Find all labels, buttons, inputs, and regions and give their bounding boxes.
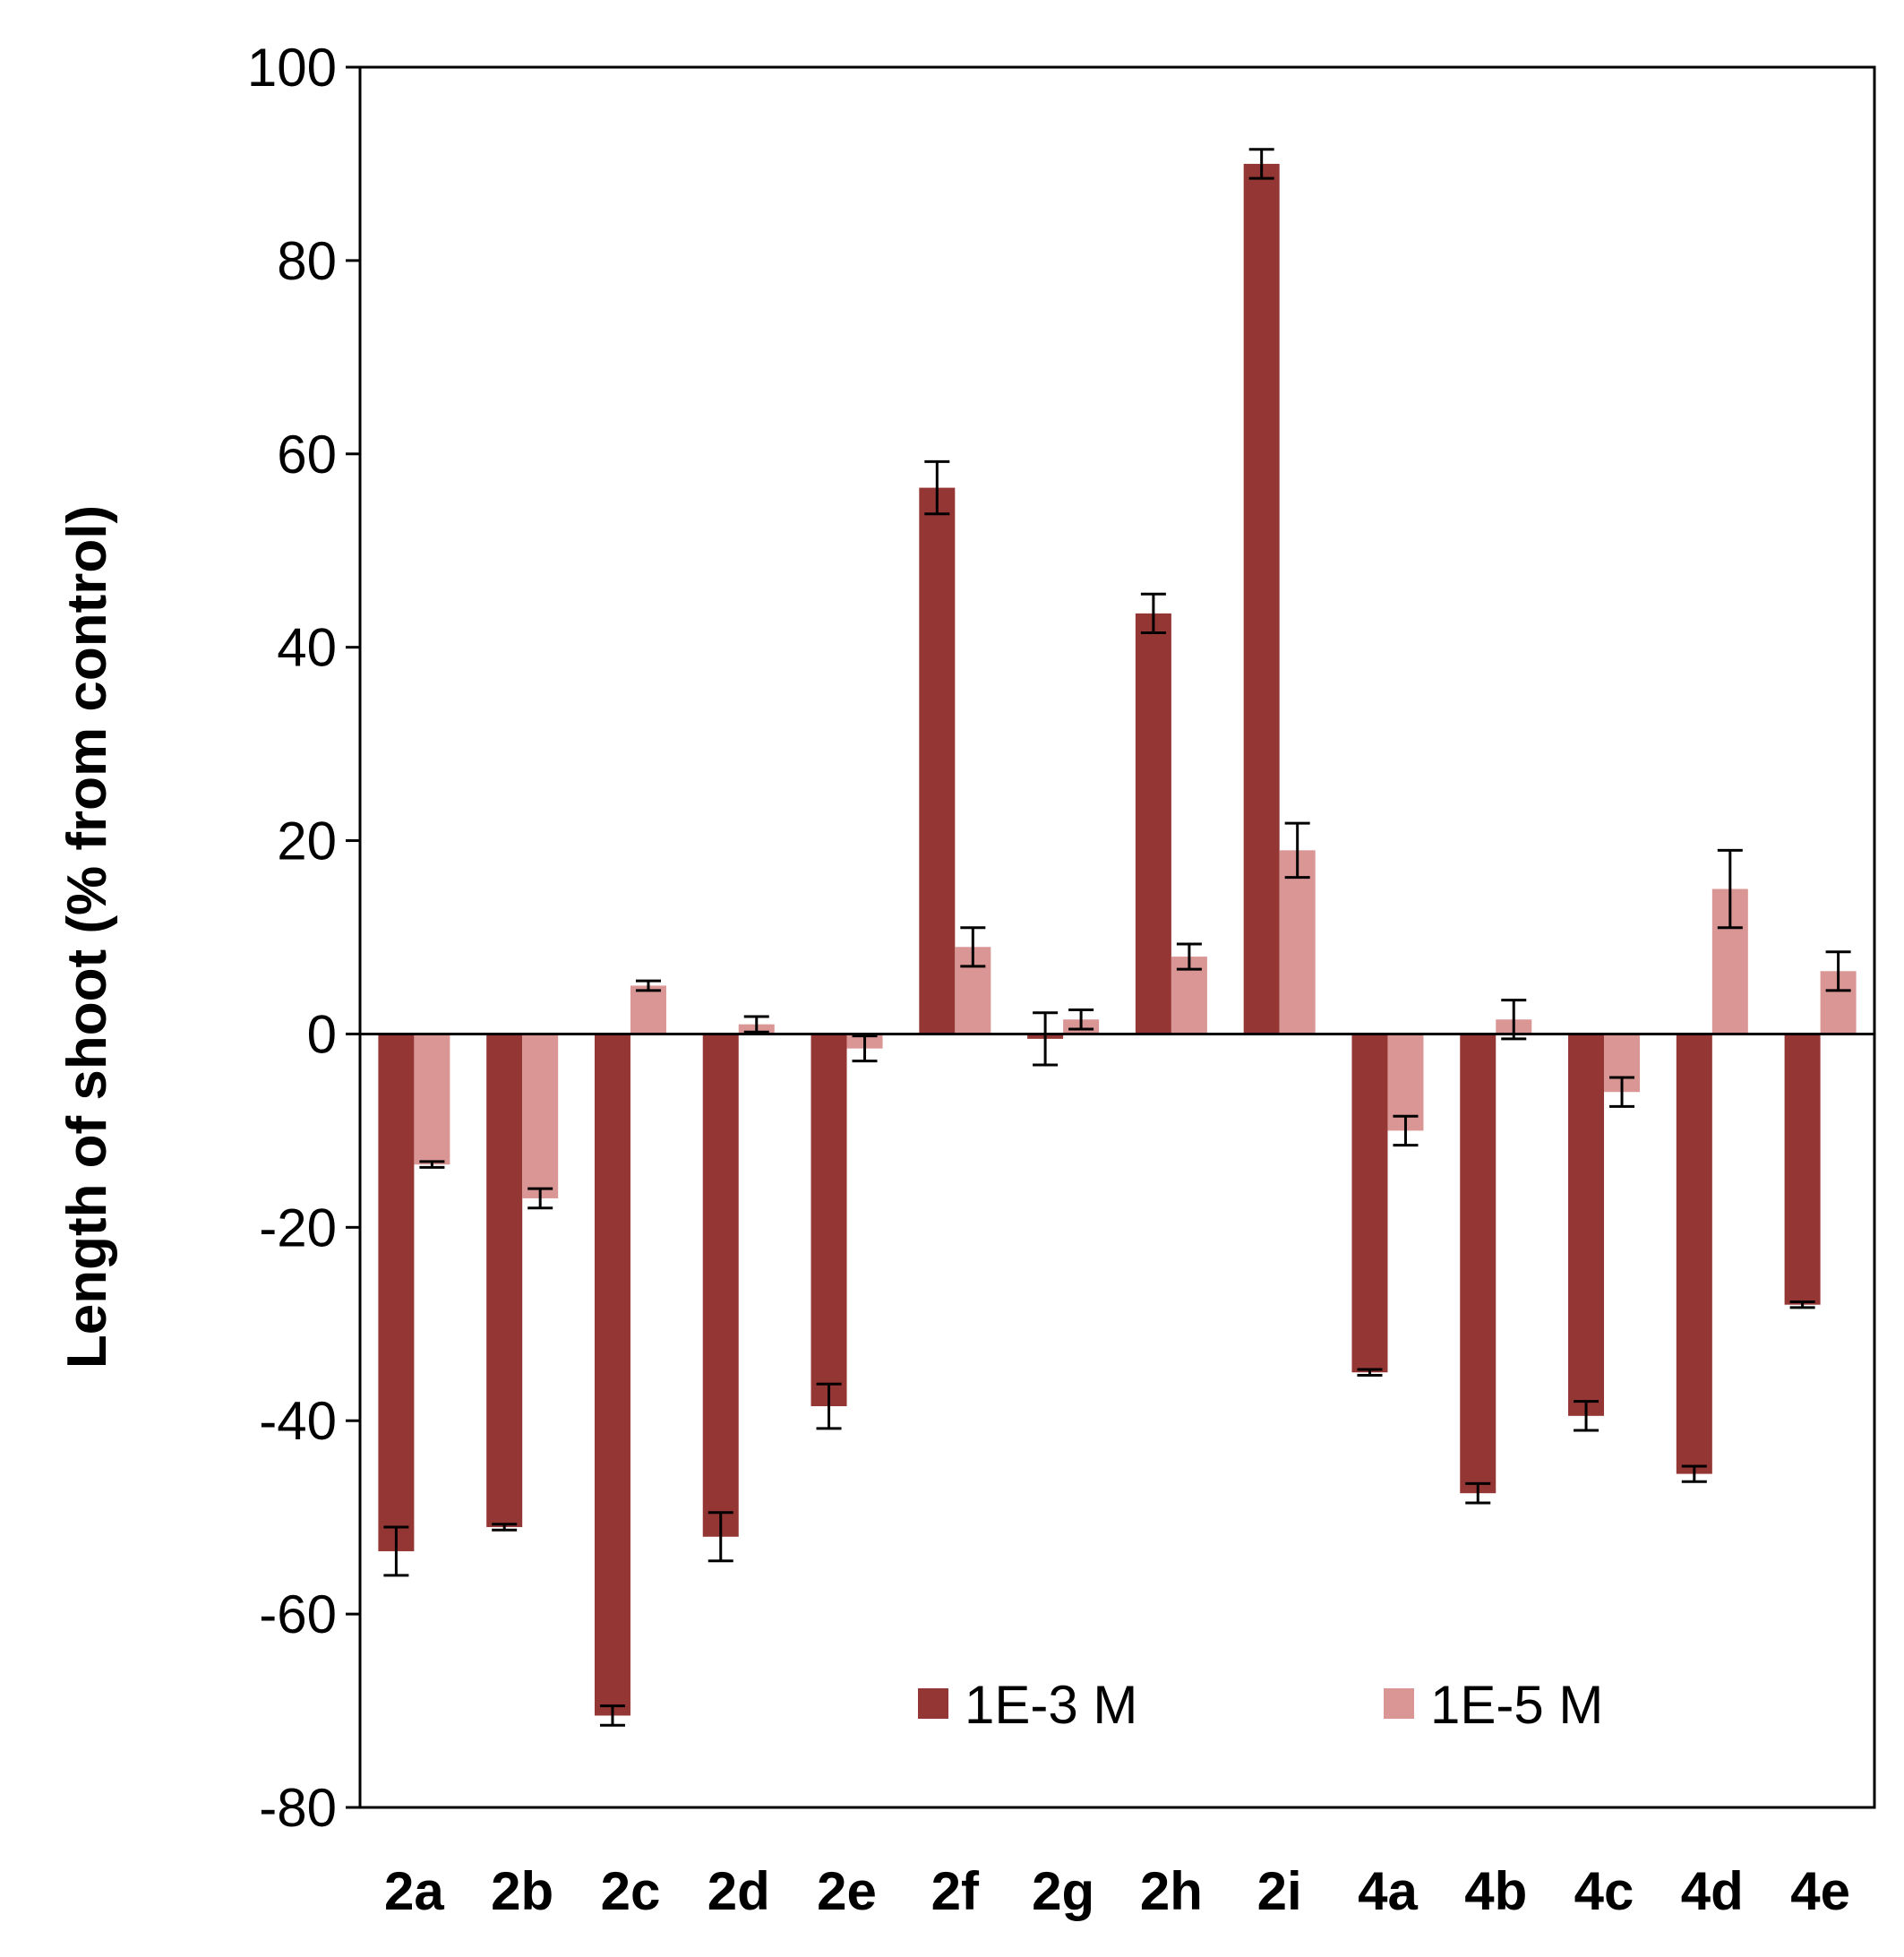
x-category-label: 2e	[817, 1861, 877, 1921]
error-bar-4e-series-1	[1789, 1300, 1815, 1309]
x-category-label: 2a	[384, 1861, 444, 1921]
legend-swatch-1e-5m	[1384, 1688, 1414, 1719]
bar-2h-series-1	[1135, 613, 1171, 1034]
x-category-label: 4c	[1574, 1861, 1634, 1921]
y-axis-ticks: 100 80 60 40 20 0 -20 -40 -60 -80	[247, 38, 360, 1838]
bar-4a-series-1	[1351, 1034, 1388, 1373]
y-tick-label: 80	[277, 231, 337, 291]
bar-2b-series-1	[486, 1034, 523, 1527]
error-bar-2i-series-1	[1248, 148, 1274, 180]
error-bar-2d-series-2	[743, 1015, 769, 1034]
legend-swatch-1e-3m	[918, 1688, 948, 1719]
bar-2i-series-1	[1243, 163, 1280, 1034]
bar-2i-series-2	[1279, 850, 1316, 1034]
error-bar-2f-series-2	[960, 926, 986, 968]
y-tick-label: 60	[277, 425, 337, 485]
x-category-label: 2c	[601, 1861, 661, 1921]
error-bar-2d-series-1	[708, 1511, 733, 1563]
bar-2a-series-2	[414, 1034, 450, 1165]
error-bar-2i-series-2	[1284, 821, 1310, 880]
bar-2a-series-1	[378, 1034, 415, 1551]
y-tick-label: 100	[247, 38, 337, 98]
x-category-label: 2d	[708, 1861, 770, 1921]
bars-layer	[378, 163, 1857, 1716]
error-bar-2a-series-2	[419, 1160, 445, 1169]
bar-4d-series-1	[1676, 1034, 1712, 1474]
error-bar-4d-series-1	[1681, 1464, 1707, 1483]
bar-4e-series-1	[1784, 1034, 1821, 1305]
y-tick-label: 20	[277, 811, 337, 871]
x-category-label: 2g	[1032, 1861, 1094, 1921]
bar-4c-series-1	[1568, 1034, 1605, 1416]
error-bar-2a-series-1	[383, 1525, 409, 1577]
x-category-label: 2f	[931, 1861, 980, 1921]
x-category-label: 4a	[1358, 1861, 1418, 1921]
error-bar-4e-series-2	[1825, 950, 1851, 992]
error-bar-4c-series-1	[1574, 1400, 1600, 1432]
y-tick-label: -20	[259, 1197, 337, 1257]
error-bar-2b-series-1	[492, 1523, 518, 1532]
x-category-label: 2h	[1140, 1861, 1203, 1921]
plot-area-frame	[358, 65, 1876, 1809]
error-bar-2h-series-2	[1176, 942, 1202, 971]
y-tick-label: 0	[307, 1004, 337, 1064]
error-bar-2h-series-1	[1140, 592, 1166, 634]
error-bar-2e-series-2	[852, 1034, 878, 1063]
x-category-label: 4e	[1790, 1861, 1850, 1921]
error-bar-4c-series-2	[1609, 1076, 1635, 1108]
y-tick-label: -60	[259, 1584, 337, 1644]
x-category-label: 4b	[1464, 1861, 1527, 1921]
error-bar-4a-series-2	[1393, 1114, 1419, 1147]
error-bar-2g-series-1	[1033, 1011, 1059, 1067]
bar-4a-series-2	[1387, 1034, 1424, 1131]
error-bar-4a-series-1	[1357, 1368, 1383, 1377]
error-bar-2g-series-2	[1068, 1008, 1094, 1031]
legend-label-1e-3m: 1E-3 M	[965, 1675, 1137, 1735]
x-axis-labels: 2a 2b 2c 2d 2e 2f 2g 2h 2i 4a 4b 4c 4d 4e	[384, 1861, 1850, 1921]
x-category-label: 4d	[1681, 1861, 1744, 1921]
bar-4b-series-1	[1460, 1034, 1497, 1494]
error-bar-4d-series-2	[1717, 848, 1743, 930]
legend: 1E-3 M 1E-5 M	[918, 1675, 1603, 1735]
bar-2e-series-1	[810, 1034, 847, 1407]
error-bar-2b-series-2	[527, 1187, 553, 1210]
x-category-label: 2b	[491, 1861, 553, 1921]
bar-2d-series-1	[702, 1034, 739, 1537]
bar-2c-series-1	[594, 1034, 630, 1716]
error-bars-layer	[383, 148, 1851, 1727]
y-axis-title: Length of shoot (% from control)	[56, 505, 118, 1369]
y-tick-label: 40	[277, 618, 337, 678]
y-tick-label: -40	[259, 1391, 337, 1451]
error-bar-2c-series-1	[599, 1704, 625, 1727]
error-bar-2e-series-1	[816, 1382, 842, 1430]
error-bar-2c-series-2	[635, 979, 661, 992]
error-bar-2f-series-1	[924, 459, 950, 516]
y-tick-label: -80	[259, 1778, 337, 1838]
x-category-label: 2i	[1257, 1861, 1302, 1921]
legend-label-1e-5m: 1E-5 M	[1430, 1675, 1603, 1735]
error-bar-4b-series-2	[1501, 999, 1527, 1041]
bar-2b-series-2	[522, 1034, 559, 1198]
bar-2f-series-1	[919, 487, 956, 1034]
bar-2c-series-2	[630, 985, 666, 1034]
error-bar-4b-series-1	[1465, 1481, 1491, 1505]
